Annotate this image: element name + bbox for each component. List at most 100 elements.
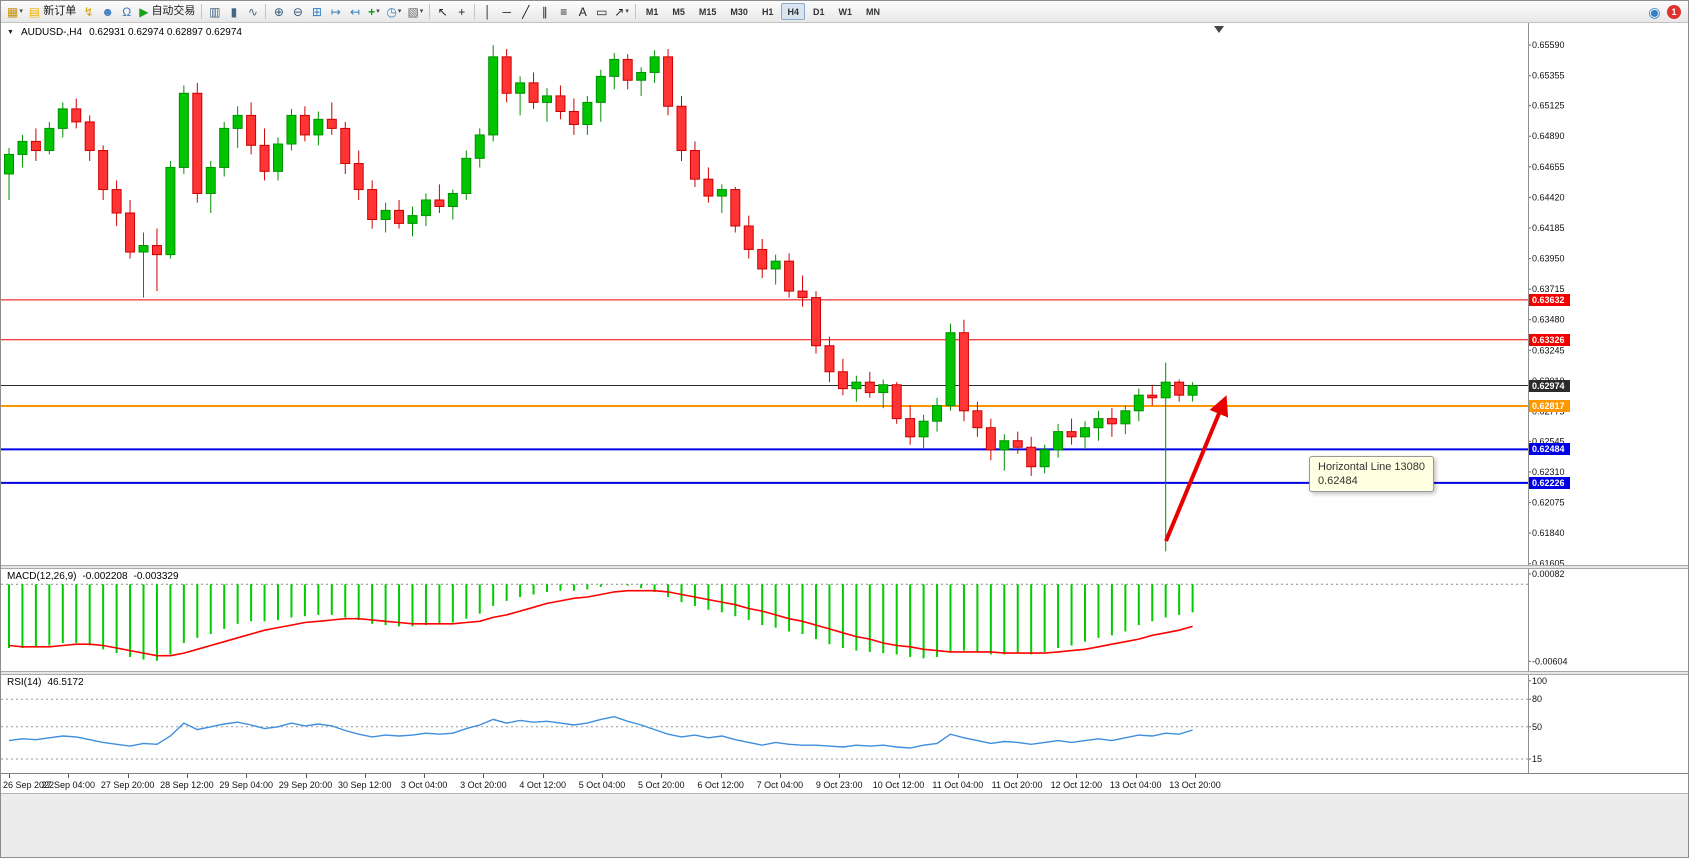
zoom-in-button[interactable]: ⊕ [269,2,288,22]
auto-scroll-button[interactable]: ↦ [326,2,345,22]
macd-signal-line [8,589,1193,657]
label-button[interactable]: ▭ [592,2,611,22]
svg-text:0.65125: 0.65125 [1532,101,1565,111]
timeframe-mn-button[interactable]: MN [865,6,880,17]
new-chart-button[interactable]: ▦ ▾ [4,2,26,22]
profile-button[interactable]: ☻ [98,2,117,22]
timeframe-m1-button[interactable]: M1 [645,6,659,17]
templates-button[interactable]: ▧ ▾ [404,2,426,22]
rsi-panel-canvas[interactable]: 100 80 50 15 [1,675,1689,773]
trendline-button[interactable]: ╱ [516,2,535,22]
timeframe-w1-button[interactable]: W1 [838,6,852,17]
support-button[interactable]: Ω [117,2,136,22]
vertical-line-button[interactable]: │ [478,2,497,22]
notification-badge[interactable]: 1 [1667,4,1681,19]
macd-panel-canvas[interactable]: 0.00082 -0.00604 [1,569,1689,671]
lightning-button[interactable]: ↯ [79,2,98,22]
tile-windows-icon: ⊞ [311,4,322,19]
arrows-button[interactable]: ↗ ▾ [611,2,632,22]
svg-text:0.64420: 0.64420 [1532,192,1565,202]
rsi-header: RSI(14) 46.5172 [7,677,84,688]
svg-text:0.64655: 0.64655 [1532,162,1565,172]
channel-button[interactable]: ∥ [535,2,554,22]
date-label: 29 Sep 04:00 [219,780,273,790]
date-tick [542,774,544,778]
channel-icon: ∥ [541,4,548,19]
dropdown-arrow-icon: ▾ [419,8,424,15]
community-icon[interactable]: ◉ [1648,3,1661,20]
date-label: 10 Oct 12:00 [872,780,925,790]
trend-arrow[interactable] [1164,395,1229,542]
date-label: 4 Oct 12:00 [519,780,566,790]
svg-text:0.62075: 0.62075 [1532,498,1565,508]
dropdown-arrow-icon: ▾ [19,8,23,15]
panel-splitter-macd[interactable] [1,565,1688,569]
timeframe-m5-button[interactable]: M5 [672,6,685,17]
date-label: 5 Oct 20:00 [638,780,685,790]
svg-text:0.63950: 0.63950 [1532,254,1565,264]
toolbar-separator [634,4,636,19]
svg-text:80: 80 [1532,694,1542,704]
auto-trading-button-label: 自动交易 [151,5,196,17]
tile-windows-button[interactable]: ⊞ [307,2,326,22]
periods-icon: ◷ [386,4,397,19]
svg-text:0.65355: 0.65355 [1532,71,1565,81]
fibonacci-button[interactable]: ≡ [554,2,573,22]
new-order-button-label: 新订单 [43,5,77,17]
cursor-button[interactable]: ↖ [433,2,452,22]
indicators-button[interactable]: + ▾ [364,2,383,22]
line-chart-button[interactable]: ∿ [243,2,262,22]
auto-scroll-icon: ↦ [330,4,341,19]
chart-shift-marker[interactable] [1214,26,1224,33]
date-label: 3 Oct 20:00 [460,780,507,790]
toolbar: ▦ ▾ ▤ 新订单 ↯ ☻ Ω ▶ 自动交易 ▥ ▮ ∿ ⊕ ⊖ ⊞ ↦ ↤ + ▾ ◷ ▾ ▧ ▾ ↖ + │ ─ ╱ ∥ ≡ A ▭ ↗ ▾ M… [1,1,1688,23]
chart-menu-icon[interactable]: ▼ [7,29,14,36]
horizontal-line-button[interactable]: ─ [497,2,516,22]
text-button[interactable]: A [573,2,592,22]
date-tick [1135,774,1137,778]
main-chart-canvas[interactable]: 0.65590 0.65355 0.65125 0.64890 0.64655 0.644… [1,23,1689,565]
price-axis-line [1528,23,1529,773]
svg-text:0.62545: 0.62545 [1532,436,1565,446]
new-chart-icon: ▦ [7,4,19,19]
tooltip-object-value: 0.62484 [1318,475,1358,487]
date-tick [1195,774,1196,778]
lightning-icon: ↯ [83,4,94,19]
svg-text:0.63715: 0.63715 [1532,284,1565,294]
chart-shift-button[interactable]: ↤ [345,2,364,22]
date-tick [661,774,663,778]
periods-button[interactable]: ◷ ▾ [383,2,404,22]
dropdown-arrow-icon: ▾ [376,8,380,15]
date-label: 11 Oct 04:00 [932,780,984,790]
date-tick [957,774,959,778]
new-order-button[interactable]: ▤ 新订单 [26,2,79,22]
date-label: 13 Oct 04:00 [1109,780,1162,790]
date-axis[interactable]: 26 Sep 2022 27 Sep 04:00 27 Sep 20:00 28 Se… [1,773,1688,793]
date-tick [1017,774,1019,778]
zoom-out-icon: ⊖ [292,4,303,19]
timeframe-m30-button[interactable]: M30 [730,6,748,17]
zoom-out-button[interactable]: ⊖ [288,2,307,22]
timeframe-h1-button[interactable]: H1 [761,6,774,17]
cursor-icon: ↖ [437,4,448,19]
svg-text:0.62310: 0.62310 [1532,467,1565,477]
bars-chart-button[interactable]: ▥ [205,2,224,22]
date-tick [9,774,10,778]
candles [4,45,1198,552]
macd-label: MACD(12,26,9) [7,571,77,582]
price-tag-0.63632: 0.63632 [1529,293,1570,306]
timeframe-d1-button[interactable]: D1 [812,6,825,17]
macd-header: MACD(12,26,9) -0.002208 -0.003329 [7,571,179,582]
date-tick [246,774,248,778]
panel-splitter-rsi[interactable] [1,671,1688,675]
timeframe-h4-button[interactable]: H4 [781,3,805,20]
auto-trading-icon: ▶ [139,4,149,19]
toolbar-separator [201,4,203,19]
timeframe-m15-button[interactable]: M15 [698,6,717,17]
crosshair-button[interactable]: + [452,2,471,22]
candlestick-chart-button[interactable]: ▮ [224,2,243,22]
auto-trading-button[interactable]: ▶ 自动交易 [136,2,198,22]
date-label: 26 Sep 2022 [3,780,55,790]
macd-histogram [8,584,1194,661]
date-tick [68,774,70,778]
